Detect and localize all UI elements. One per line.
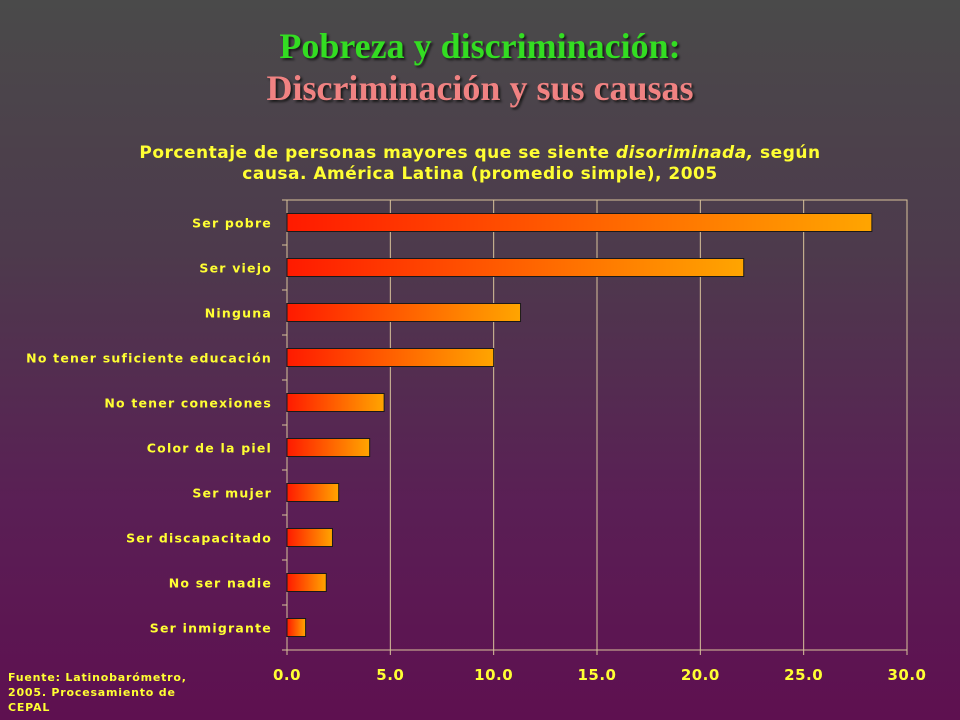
x-tick-label: 5.0 <box>376 666 404 684</box>
page-title: Pobreza y discriminación: <box>279 26 681 66</box>
category-label: Ser viejo <box>199 261 272 276</box>
category-labels: Ser pobre Ser viejo Ninguna No tener sufici… <box>26 216 272 636</box>
x-tick-label: 20.0 <box>681 666 720 684</box>
bar <box>286 483 340 502</box>
bar <box>286 303 522 322</box>
bar <box>286 213 873 232</box>
bar <box>286 348 495 367</box>
chart-title-line2: causa. América Latina (promedio simple),… <box>242 164 718 184</box>
title-block: Pobreza y discriminación: Discriminación… <box>0 26 960 108</box>
category-label: Color de la piel <box>147 441 272 456</box>
bar <box>286 573 327 592</box>
x-tick-label: 0.0 <box>273 666 301 684</box>
source-line1: Fuente: Latinobarómetro, <box>8 671 187 684</box>
category-label: Ser discapacitado <box>126 531 272 546</box>
category-label: Ninguna <box>205 306 272 321</box>
source-line3: CEPAL <box>8 701 51 714</box>
x-tick-label: 25.0 <box>784 666 823 684</box>
category-label: Ser pobre <box>192 216 272 231</box>
bar <box>286 393 385 412</box>
bars <box>286 213 873 637</box>
chart-title-part1: Porcentaje de personas mayores que se si… <box>139 143 616 163</box>
category-label: No ser nadie <box>169 576 272 591</box>
chart-title: Porcentaje de personas mayores que se si… <box>80 143 880 185</box>
bar <box>286 258 745 277</box>
page-subtitle: Discriminación y sus causas <box>266 68 694 108</box>
x-tick-label: 10.0 <box>474 666 513 684</box>
category-label: No tener conexiones <box>104 396 272 411</box>
source-note: Fuente: Latinobarómetro, 2005. Procesami… <box>8 670 238 715</box>
category-label: Ser mujer <box>192 486 272 501</box>
category-label: Ser inmigrante <box>150 621 272 636</box>
chart-title-part2: según <box>753 143 821 163</box>
x-tick-label: 15.0 <box>577 666 616 684</box>
tick-labels: 0.0 5.0 10.0 15.0 20.0 25.0 30.0 <box>273 666 926 684</box>
source-line2: 2005. Procesamiento de <box>8 686 176 699</box>
x-tick-label: 30.0 <box>887 666 926 684</box>
chart-title-italic: disoriminada, <box>615 143 754 163</box>
bar <box>286 618 307 637</box>
category-label: No tener suficiente educación <box>26 351 272 366</box>
bar <box>286 528 333 547</box>
bar <box>286 438 371 457</box>
